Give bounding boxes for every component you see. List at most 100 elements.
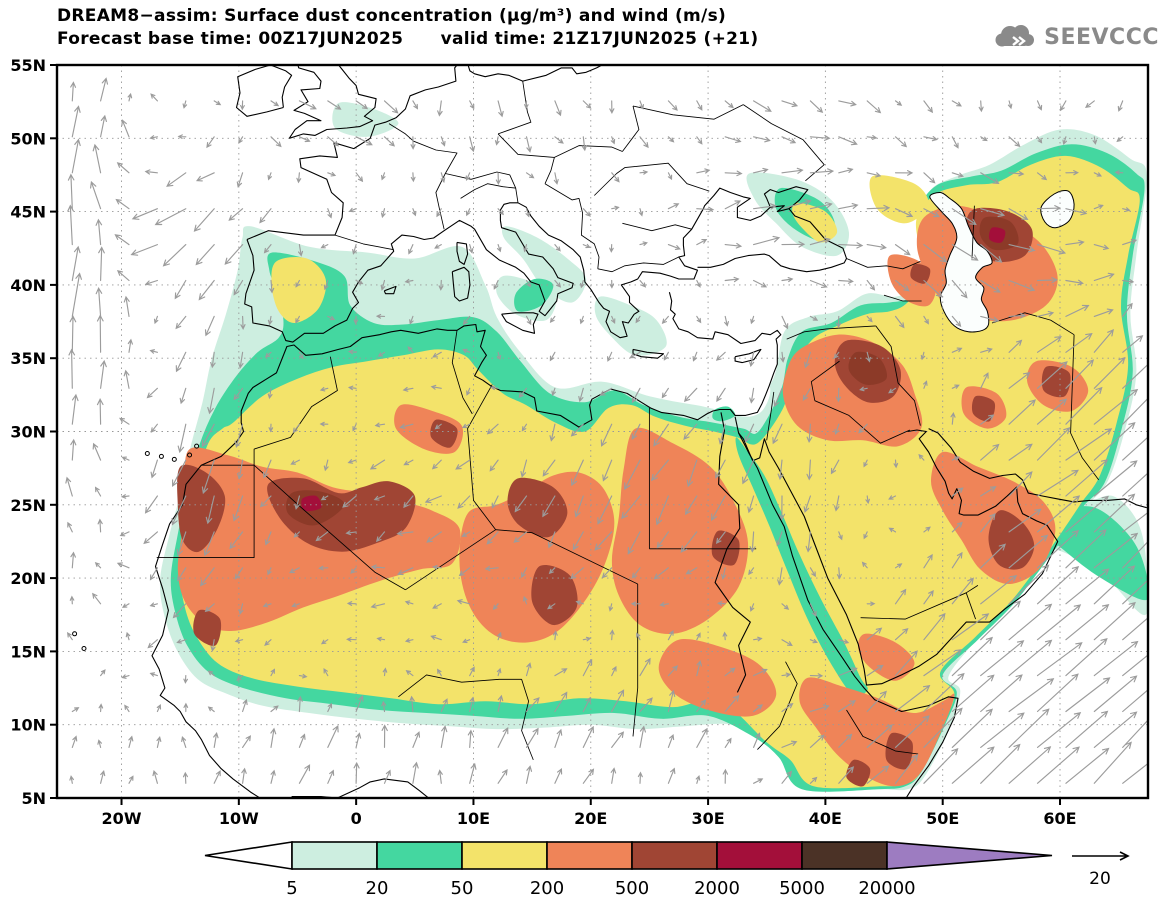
wind-arrow bbox=[440, 698, 448, 713]
colorbar-label: 5000 bbox=[779, 878, 825, 899]
wind-arrow bbox=[659, 602, 669, 607]
wind-arrow bbox=[486, 423, 499, 435]
lat-tick-label: 40N bbox=[10, 276, 46, 295]
wind-arrow bbox=[624, 459, 641, 491]
wind-arrow bbox=[1122, 654, 1148, 677]
wind-arrow bbox=[753, 668, 768, 677]
wind-arrow bbox=[777, 567, 783, 586]
country-border bbox=[156, 464, 255, 559]
colorbar-segment bbox=[376, 841, 463, 870]
wind-arrow bbox=[838, 766, 855, 784]
country-border bbox=[622, 222, 692, 232]
wind-arrow bbox=[518, 387, 528, 398]
wind-arrow bbox=[600, 423, 613, 447]
wind-arrow bbox=[951, 384, 960, 389]
wind-arrow bbox=[631, 567, 641, 579]
wind-arrow bbox=[894, 650, 918, 677]
wind-arrow bbox=[722, 768, 729, 784]
wind-arrow bbox=[100, 669, 106, 677]
wind-arrow bbox=[724, 694, 740, 713]
country-border bbox=[846, 258, 921, 270]
wind-arrow bbox=[923, 208, 940, 218]
wind-arrow bbox=[144, 495, 158, 514]
wind-arrow bbox=[608, 603, 614, 612]
dust-contour-blob bbox=[594, 296, 667, 356]
country-borders-layer bbox=[156, 81, 1100, 761]
dust-contour-blob bbox=[858, 633, 915, 681]
wind-arrow bbox=[809, 704, 830, 713]
wind-arrow bbox=[683, 387, 698, 403]
wind-arrow bbox=[259, 495, 272, 508]
wind-arrow bbox=[611, 205, 620, 211]
country-border bbox=[786, 325, 876, 340]
wind-arrow bbox=[724, 737, 732, 748]
colorbar-segment bbox=[546, 841, 633, 870]
wind-arrow bbox=[240, 315, 246, 330]
coastline bbox=[467, 65, 604, 82]
wind-arrow bbox=[128, 735, 134, 748]
wind-arrow bbox=[440, 136, 446, 147]
wind-arrow bbox=[412, 761, 419, 784]
wind-arrow bbox=[264, 639, 272, 646]
wind-arrow bbox=[753, 167, 769, 174]
wind-arrow bbox=[440, 725, 448, 748]
wind-arrow bbox=[951, 100, 962, 107]
wind-arrow bbox=[404, 638, 414, 643]
wind-arrow bbox=[267, 387, 273, 400]
wind-arrow bbox=[193, 208, 215, 232]
wind-arrow bbox=[696, 727, 708, 748]
wind-arrow bbox=[234, 423, 244, 449]
wind-arrow bbox=[268, 423, 274, 433]
wind-arrow bbox=[121, 119, 130, 138]
wind-arrow bbox=[686, 459, 698, 488]
wind-arrow bbox=[749, 603, 755, 612]
wind-arrow bbox=[980, 600, 1021, 641]
wind-arrow bbox=[923, 707, 963, 748]
coastline bbox=[517, 187, 848, 339]
wind-arrow bbox=[270, 668, 276, 677]
wind-arrow bbox=[520, 459, 528, 478]
wind-arrow bbox=[293, 531, 300, 538]
dust-contour-blob bbox=[301, 495, 322, 512]
wind-arrow bbox=[213, 100, 222, 106]
coastline bbox=[451, 266, 471, 302]
wind-arrow bbox=[176, 639, 187, 644]
wind-arrow bbox=[980, 208, 1006, 218]
dust-contour-blob bbox=[430, 419, 458, 448]
wind-arrow bbox=[320, 495, 329, 501]
wind-arrow bbox=[894, 588, 907, 605]
wind-arrow bbox=[484, 565, 499, 572]
wind-arrow bbox=[496, 244, 502, 253]
lat-tick-label: 25N bbox=[10, 496, 46, 515]
wind-arrow bbox=[213, 731, 219, 748]
colorbar-label: 50 bbox=[451, 878, 474, 899]
wind-arrow bbox=[923, 612, 946, 641]
wind-arrow bbox=[131, 208, 158, 220]
wind-arrow bbox=[951, 347, 963, 353]
wind-arrow bbox=[95, 286, 103, 317]
colorbar-right-arrow bbox=[886, 841, 1053, 870]
wind-arrow bbox=[440, 172, 446, 184]
chart-subtitle: Forecast base time: 00Z17JUN2025 valid t… bbox=[57, 29, 759, 49]
wind-arrow bbox=[747, 495, 755, 514]
wind-arrow bbox=[291, 602, 300, 608]
wind-arrow bbox=[1008, 339, 1023, 353]
wind-arrow bbox=[715, 459, 726, 479]
wind-arrow bbox=[149, 672, 158, 677]
wind-arrow bbox=[525, 172, 535, 179]
wind-arrow bbox=[156, 735, 162, 748]
wind-arrow bbox=[715, 351, 726, 361]
country-border bbox=[743, 104, 825, 182]
dust-contour-blob bbox=[658, 639, 777, 717]
wind-arrow bbox=[525, 208, 531, 218]
wind-arrow bbox=[834, 495, 840, 512]
wind-arrow bbox=[696, 239, 708, 246]
wind-arrow bbox=[298, 244, 304, 257]
wind-arrow bbox=[742, 459, 755, 485]
wind-arrow bbox=[1065, 332, 1093, 353]
colorbar-label: 5 bbox=[286, 878, 297, 899]
wind-arrow bbox=[834, 423, 840, 435]
wind-arrow bbox=[721, 567, 727, 580]
wind-arrow bbox=[809, 638, 818, 644]
wind-arrow bbox=[748, 351, 755, 368]
